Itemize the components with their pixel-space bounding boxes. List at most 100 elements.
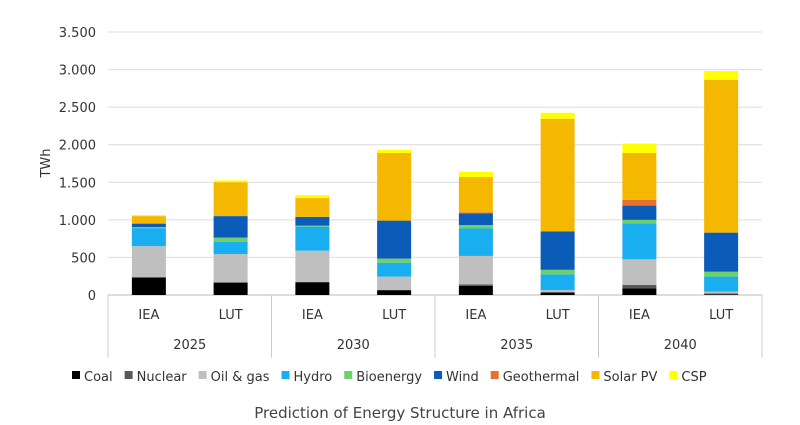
x-group-label: 2040 (664, 338, 697, 353)
bar-segment-oil-gas (458, 255, 493, 285)
bar-segment-solar-pv (540, 118, 575, 232)
bar-segment-bioenergy (622, 219, 657, 224)
x-tick-label: LUT (219, 308, 243, 323)
bar-segment-nuclear (704, 293, 739, 295)
legend-swatch (591, 371, 600, 379)
bar-segment-solar-pv (622, 152, 657, 200)
legend-label: Hydro (294, 370, 333, 385)
bar-segment-hydro (377, 262, 412, 277)
legend-label: Bioenergy (356, 370, 422, 385)
bar-segment-coal (213, 282, 248, 295)
x-tick-label: IEA (629, 308, 650, 323)
bar-segment-nuclear (131, 276, 166, 278)
x-tick-label: LUT (546, 308, 570, 323)
legend-label: Solar PV (603, 370, 657, 385)
bar-segment-solar-pv (704, 79, 739, 233)
bar-segment-geothermal (622, 199, 657, 206)
bar-segment-csp (131, 214, 166, 217)
x-group-label: 2030 (337, 338, 370, 353)
bar-segment-csp (622, 143, 657, 153)
bar-segment-solar-pv (131, 216, 166, 224)
bar-segment-coal (622, 288, 657, 295)
bar-segment-wind (377, 220, 412, 259)
bar-segment-nuclear (622, 284, 657, 289)
y-tick-label: 1.500 (59, 176, 96, 191)
bar-segment-wind (704, 232, 739, 272)
legend-swatch (72, 371, 80, 379)
bar-segment-bioenergy (295, 225, 330, 227)
bar-segment-oil-gas (213, 254, 248, 283)
bar-segment-coal (295, 282, 330, 295)
y-tick-label: 3.000 (59, 64, 96, 79)
bar-segment-hydro (622, 223, 657, 260)
x-tick-label: IEA (302, 308, 323, 323)
legend-swatch (281, 371, 290, 379)
bar-segment-nuclear (540, 291, 575, 293)
stacked-bar-chart: 0 500 1.000 1.500 2.000 2.500 3.000 3.500 TWh 202… (39, 26, 763, 385)
legend-label: Geothermal (503, 370, 580, 385)
bar-segment-bioenergy (131, 226, 166, 229)
bar-segment-csp (295, 195, 330, 199)
legend-label: Wind (446, 370, 479, 385)
bar-segment-wind (540, 231, 575, 270)
chart-title: Prediction of Energy Structure in Africa (254, 404, 546, 422)
bar-segment-solar-pv (458, 177, 493, 213)
bar-segment-coal (458, 285, 493, 295)
bar-segment-solar-pv (213, 182, 248, 217)
y-tick-label: 0 (88, 289, 96, 304)
bar-segment-bioenergy (540, 269, 575, 275)
bar-segment-coal (540, 292, 575, 295)
legend-label: Coal (84, 370, 113, 385)
legend-label: Oil & gas (211, 370, 270, 385)
legend-swatch (490, 371, 499, 379)
bar-segment-coal (704, 294, 739, 295)
y-tick-label: 2.500 (59, 101, 96, 116)
bar-segment-nuclear (458, 284, 493, 286)
bar-segment-hydro (295, 226, 330, 251)
y-tick-label: 2.000 (59, 139, 96, 154)
x-tick-label: IEA (465, 308, 486, 323)
bar-segment-hydro (458, 228, 493, 256)
bar-segment-oil-gas (131, 246, 166, 277)
bar-segment-wind (622, 205, 657, 220)
bar-segment-wind (131, 223, 166, 227)
bar-segment-oil-gas (704, 291, 739, 294)
bar-segment-coal (131, 277, 166, 295)
bar-segment-solar-pv (377, 152, 412, 221)
y-tick-label: 3.500 (59, 26, 96, 41)
y-tick-label: 500 (71, 251, 96, 266)
bar-segment-coal (377, 290, 412, 295)
bar-segment-oil-gas (377, 276, 412, 291)
legend-swatch (344, 371, 353, 379)
bar-segment-oil-gas (622, 259, 657, 285)
bar-segment-bioenergy (377, 258, 412, 263)
bar-segment-hydro (213, 242, 248, 255)
x-tick-label: IEA (138, 308, 159, 323)
bar-segment-hydro (131, 228, 166, 247)
bar-segment-csp (213, 180, 248, 183)
legend-swatch (434, 371, 443, 379)
bar-segment-bioenergy (213, 237, 248, 243)
bar-segment-csp (704, 71, 739, 80)
bar-segment-csp (540, 112, 575, 119)
bar-segment-geothermal (458, 212, 493, 214)
x-group-label: 2025 (173, 338, 206, 353)
bar-segment-wind (213, 216, 248, 238)
bar-segment-solar-pv (295, 198, 330, 217)
y-axis-label: TWh (39, 148, 54, 178)
x-tick-label: LUT (709, 308, 733, 323)
legend-swatch (669, 371, 678, 379)
bar-segment-bioenergy (458, 225, 493, 229)
bar-segment-wind (458, 213, 493, 226)
bar-segment-wind (295, 216, 330, 226)
x-tick-label: LUT (382, 308, 406, 323)
legend-swatch (124, 371, 133, 379)
legend-label: Nuclear (137, 370, 188, 385)
bar-segment-bioenergy (704, 271, 739, 277)
y-tick-label: 1.000 (59, 214, 96, 229)
legend-label: CSP (681, 370, 706, 385)
bar-segment-hydro (704, 276, 739, 292)
bar-segment-oil-gas (540, 290, 575, 292)
bar-segment-csp (458, 171, 493, 178)
